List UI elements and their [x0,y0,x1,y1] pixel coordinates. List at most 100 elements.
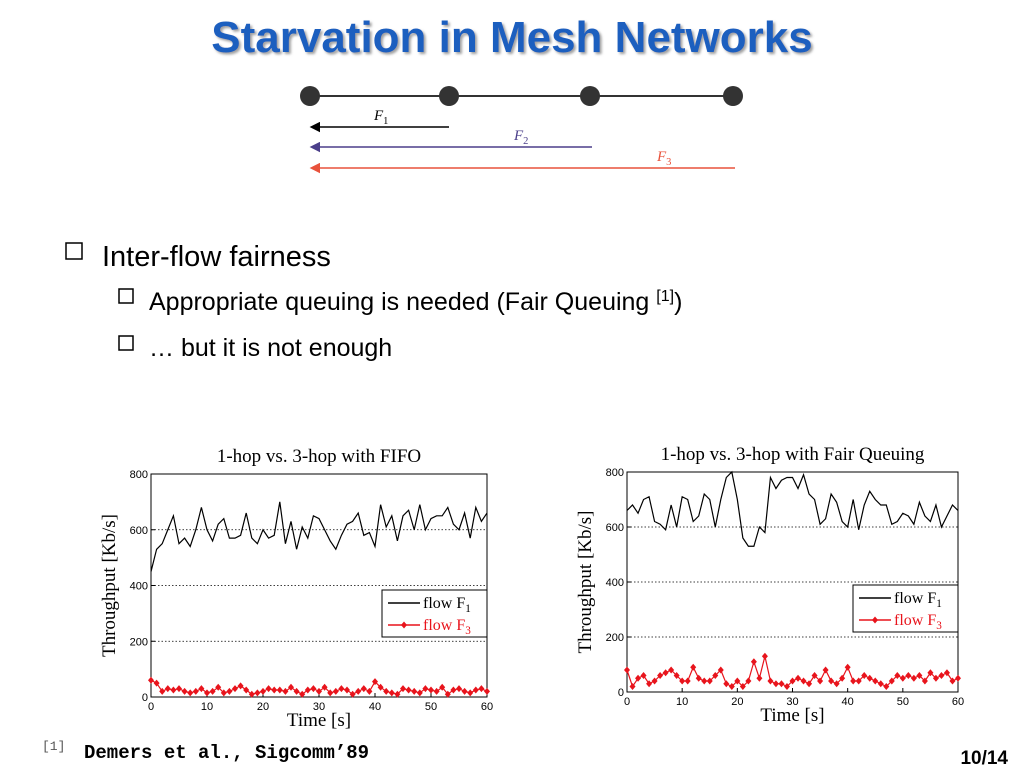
data-point [260,687,266,695]
y-axis-label: Throughput [Kb/s] [575,510,596,653]
data-point [866,674,873,682]
data-point [800,677,807,685]
page-number: 10/14 [960,748,1008,768]
data-point [265,685,272,693]
x-tick-label: 30 [786,696,798,708]
chart-title: 1-hop vs. 3-hop with FIFO [217,446,421,467]
data-point [293,687,300,695]
footnote-ref: [1] [42,739,65,754]
data-point [153,679,160,687]
data-point [646,680,653,688]
x-tick-label: 50 [425,701,437,713]
citation: [1] [656,288,674,305]
data-point [248,690,255,698]
node [580,86,600,106]
data-point [789,677,796,685]
x-axis-label: Time [s] [287,710,351,731]
data-point [894,672,901,679]
data-point [159,687,166,695]
x-tick-label: 10 [201,701,213,713]
data-point [783,683,790,690]
data-point [148,676,154,684]
data-point [433,687,440,695]
data-point [761,652,768,660]
data-point [877,680,884,688]
data-point [243,686,250,694]
data-point [344,686,350,694]
bullet-box [118,288,134,304]
y-tick-label: 600 [130,525,148,537]
data-point [916,672,923,679]
data-point [232,685,238,693]
data-point [629,683,636,690]
data-point [706,677,713,685]
series-line [626,470,959,547]
y-tick-label: 0 [142,692,148,704]
legend-marker [872,616,878,624]
x-tick-label: 40 [369,701,381,713]
data-point [428,686,434,694]
x-tick-label: 20 [731,696,743,708]
data-point [478,685,485,693]
data-point [662,669,669,677]
data-point [750,658,757,666]
y-tick-label: 200 [130,636,148,648]
data-point [839,674,846,682]
legend-label: flow F3 [894,612,942,632]
data-point [226,687,233,695]
data-point [276,686,283,694]
data-point [411,687,418,695]
data-point [332,687,339,695]
data-point [349,690,356,698]
x-tick-label: 10 [676,696,688,708]
y-tick-label: 600 [606,522,624,534]
data-point [204,689,210,697]
data-point [772,680,779,688]
data-point [254,689,261,697]
y-tick-label: 400 [606,577,624,589]
data-point [461,687,468,695]
data-point [372,678,378,686]
data-point [176,685,182,693]
data-point [795,674,802,682]
data-point [932,674,939,682]
bullet-box [65,242,83,260]
data-point [422,685,429,693]
data-point [756,674,763,682]
data-point [811,672,818,679]
data-point [444,690,451,698]
flow-label: F2 [513,128,528,147]
flow-label: F3 [656,149,671,168]
data-point [734,677,741,685]
data-point [282,687,289,695]
bullet: … but it is not enough [149,334,392,362]
data-point [651,677,658,685]
data-point [690,663,697,671]
data-point [828,677,835,685]
data-point [299,690,306,698]
legend [381,589,488,638]
bullet-text: ) [674,288,682,316]
data-point [360,685,367,693]
x-tick-label: 20 [257,701,269,713]
x-tick-label: 0 [624,696,630,708]
bullet-box [118,335,134,351]
data-point [215,683,222,691]
data-point [377,683,384,691]
footnote: Demers et al., Sigcomm’89 [84,742,369,764]
node [300,86,320,106]
data-point [467,689,474,697]
topology: F1 F2 F3 [300,86,743,174]
data-point [739,683,746,690]
bullet: Appropriate queuing is needed (Fair Queu… [149,288,682,316]
bullet-text: Appropriate queuing is needed (Fair Queu… [149,288,656,316]
y-tick-label: 800 [130,469,148,481]
slide-title: Starvation in Mesh Networks [211,13,812,62]
data-point [723,680,730,688]
data-point [679,677,686,685]
data-point [271,686,278,694]
legend-label: flow F3 [423,617,471,637]
data-point [850,677,857,685]
data-point [640,672,647,679]
y-tick-label: 200 [606,632,624,644]
